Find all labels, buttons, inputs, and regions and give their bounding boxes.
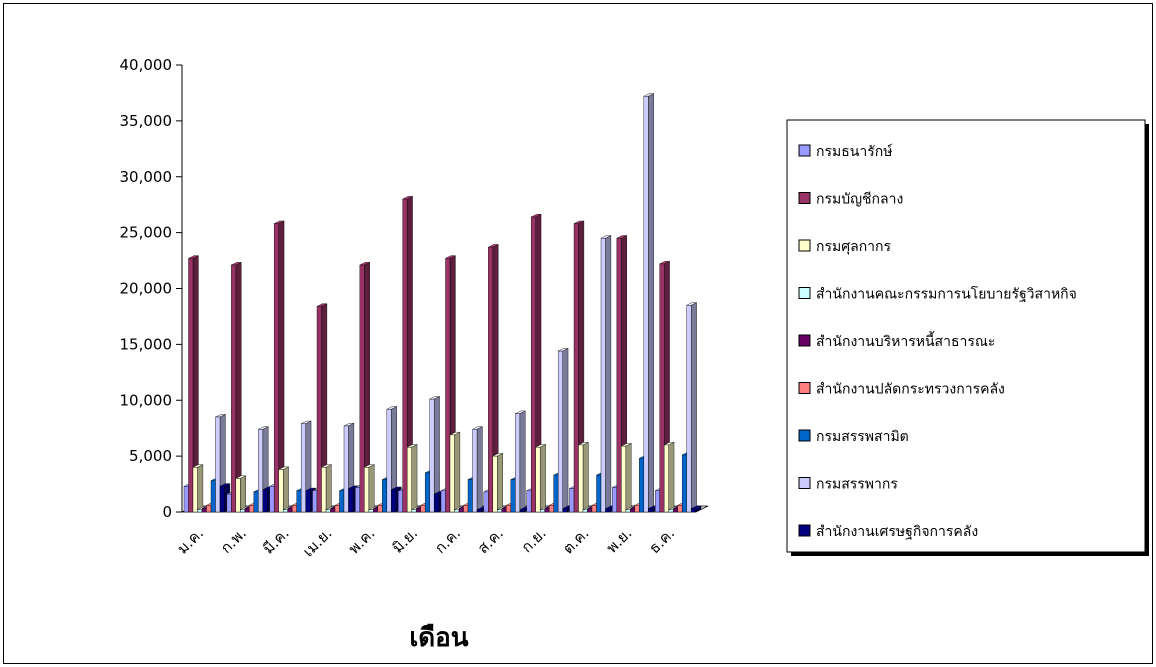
legend-swatch [798, 524, 811, 537]
bar [278, 466, 289, 513]
legend-item: สำนักงานคณะกรรมการนโยบายรัฐวิสาหกิจ [798, 286, 1077, 303]
bar [402, 196, 413, 513]
bar [690, 505, 702, 513]
y-tick-label: 5,000 [129, 447, 172, 465]
legend-label: กรมธนารักษ์ [816, 143, 893, 160]
legend-swatch [798, 192, 811, 204]
legend-item: กรมบัญชีกลาง [798, 192, 903, 208]
bar [321, 464, 332, 513]
bar [492, 453, 503, 513]
bar [235, 475, 246, 513]
legend-label: สำนักงานคณะกรรมการนโยบายรัฐวิสาหกิจ [816, 286, 1077, 303]
bar [429, 396, 440, 513]
legend-item: สำนักงานบริหารหนี้สาธารณะ [798, 331, 995, 350]
legend-item: กรมธนารักษ์ [798, 143, 893, 160]
bar [663, 441, 675, 513]
x-category-label: ต.ค. [559, 524, 592, 557]
chart-frame: 0 5,000 10,000 15,000 20,000 25,000 30,000 35,0… [3, 3, 1153, 664]
bar [578, 441, 589, 513]
legend-label: สำนักงานปลัดกระทรวงการคลัง [816, 382, 1005, 398]
legend-label: สำนักงานเศรษฐกิจการคลัง [816, 524, 978, 540]
bar [231, 262, 242, 513]
y-tick-label: 20,000 [120, 280, 173, 298]
y-tick-label: 35,000 [120, 112, 173, 130]
legend-label: สำนักงานบริหารหนี้สาธารณะ [816, 331, 995, 350]
bar [686, 302, 697, 513]
x-category-label: ส.ค. [474, 524, 507, 557]
legend-item: กรมสรรพสามิต [798, 429, 909, 445]
bar [188, 255, 199, 513]
x-category-label: มิ.ย. [389, 524, 422, 557]
y-tick-label: 30,000 [120, 168, 173, 186]
legend-box [786, 119, 1146, 553]
bar [600, 235, 612, 513]
legend-item: สำนักงานเศรษฐกิจการคลัง [798, 524, 978, 540]
legend-swatch [798, 334, 811, 347]
bar [386, 406, 397, 513]
bar [449, 431, 461, 513]
legend-label: กรมศุลกากร [816, 239, 892, 255]
legend-label: กรมบัญชีกลาง [816, 192, 903, 208]
x-category-label: ธ.ค. [645, 524, 678, 557]
legend-item: กรมสรรพากร [798, 477, 898, 493]
x-category-label: มี.ค. [259, 524, 293, 558]
bar [535, 444, 546, 513]
y-tick-label: 40,000 [120, 56, 173, 74]
chart-bars [183, 93, 702, 513]
bar [472, 426, 483, 513]
bar [573, 220, 585, 513]
bar [515, 410, 526, 513]
x-category-label: ก.ย. [518, 524, 550, 556]
x-category-label: พ.ย. [603, 524, 636, 557]
y-tick-label: 0 [162, 503, 172, 521]
y-tick-label: 10,000 [120, 391, 173, 409]
legend-swatch [798, 429, 811, 442]
legend-swatch [798, 144, 811, 157]
x-category-label: ก.ค. [431, 524, 464, 557]
x-category-label: พ.ค. [345, 524, 379, 558]
x-category-label: เม.ย. [299, 524, 335, 560]
legend-swatch [798, 382, 811, 394]
bar [643, 93, 654, 513]
chart-legend: กรมธนารักษ์กรมบัญชีกลางกรมศุลกากรสำนักงา… [786, 119, 1149, 556]
y-tick-label: 15,000 [120, 335, 173, 353]
legend-swatch [798, 477, 811, 489]
legend-label: กรมสรรพากร [816, 477, 898, 493]
chart-svg: 0 5,000 10,000 15,000 20,000 25,000 30,000 35,0… [120, 56, 1149, 653]
bar [616, 235, 627, 513]
legend-label: กรมสรรพสามิต [816, 429, 909, 445]
bar [488, 244, 499, 513]
x-category-label: ม.ค. [174, 524, 208, 558]
bar [364, 464, 375, 513]
bar [621, 443, 632, 513]
legend-item: กรมศุลกากร [798, 239, 892, 255]
bar [557, 348, 569, 513]
category-labels: ม.ค. ก.พ. มี.ค. เม.ย. พ.ค. มิ.ย. ก.ค. ส.ค. ก.ย. ต… [174, 524, 679, 560]
legend-swatch [798, 239, 811, 252]
legend-item: สำนักงานปลัดกระทรวงการคลัง [798, 382, 1005, 398]
x-category-label: ก.พ. [217, 524, 250, 557]
bar [192, 464, 204, 513]
x-axis-title: เดือน [409, 623, 468, 653]
legend-swatch [798, 287, 811, 299]
y-tick-label: 25,000 [120, 224, 173, 242]
bar [406, 444, 418, 513]
